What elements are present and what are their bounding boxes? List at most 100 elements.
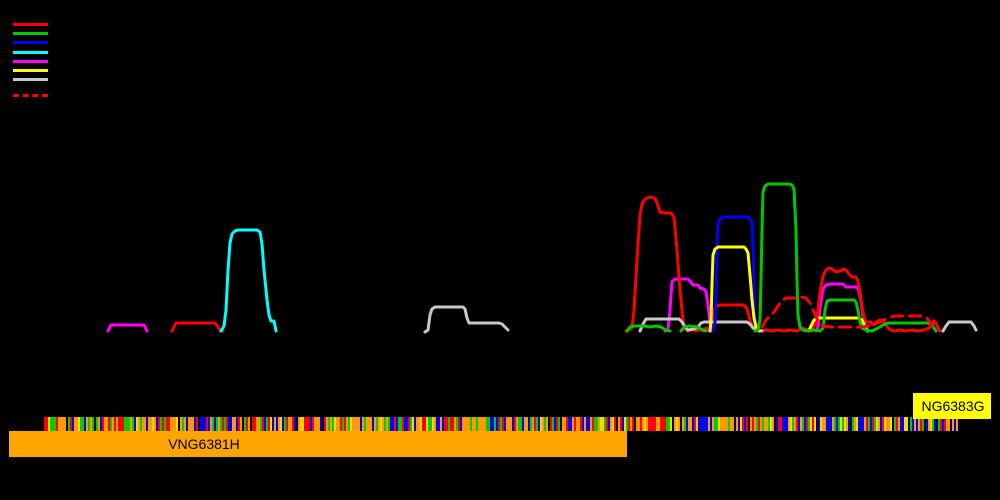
sequence-base-bar (542, 417, 544, 431)
sequence-base-bar (950, 417, 952, 431)
sequence-base-bar (830, 417, 832, 431)
legend-swatch-red (13, 23, 48, 27)
sequence-base-bar (128, 417, 130, 431)
sequence-base-bar (132, 417, 134, 431)
sequence-base-bar (880, 417, 882, 431)
sequence-base-bar (348, 417, 350, 431)
sequence-base-bar (488, 417, 490, 431)
sequence-base-bar (416, 417, 418, 431)
sequence-base-bar (190, 417, 192, 431)
legend-item-blue (13, 38, 73, 47)
sequence-base-bar (674, 417, 676, 431)
sequence-base-bar (194, 417, 196, 431)
sequence-base-bar (556, 417, 558, 431)
sequence-base-bar (298, 417, 300, 431)
trace-gray (423, 305, 510, 334)
sequence-base-bar (502, 417, 504, 431)
sequence-base-bar (916, 417, 918, 431)
sequence-base-bar (354, 417, 356, 431)
sequence-base-bar (304, 417, 306, 431)
sequence-base-bar (140, 417, 142, 431)
sequence-base-bar (476, 417, 478, 431)
sequence-base-bar (606, 417, 608, 431)
sequence-base-bar (122, 417, 124, 431)
sequence-base-bar (116, 417, 118, 431)
sequence-base-bar (372, 417, 374, 431)
sequence-base-bar (350, 417, 352, 431)
trace-red (624, 195, 942, 333)
sequence-base-bar (600, 417, 602, 431)
sequence-base-bar (810, 417, 812, 431)
sequence-base-bar (546, 417, 548, 431)
trace-red-dashed (760, 295, 934, 329)
sequence-base-bar (598, 417, 600, 431)
sequence-base-bar (912, 417, 914, 431)
sequence-base-bar (474, 417, 476, 431)
sequence-base-bar (256, 417, 258, 431)
sequence-base-bar (442, 417, 444, 431)
sequence-base-bar (340, 417, 342, 431)
sequence-base-bar (836, 417, 838, 431)
sequence-base-bar (778, 417, 780, 431)
sequence-base-bar (368, 417, 370, 431)
sequence-base-bar (84, 417, 86, 431)
sequence-base-bar (400, 417, 402, 431)
sequence-base-bar (934, 417, 936, 431)
sequence-base-bar (104, 417, 106, 431)
sequence-base-bar (232, 417, 234, 431)
sequence-base-bar (380, 417, 382, 431)
sequence-base-bar (82, 417, 84, 431)
sequence-base-bar (360, 417, 362, 431)
sequence-base-bar (742, 417, 744, 431)
sequence-base-bar (48, 417, 50, 431)
legend-item-green (13, 29, 73, 38)
gene-bar-ng6383g (913, 393, 991, 419)
trace-magenta (106, 323, 149, 333)
sequence-base-bar (220, 417, 222, 431)
sequence-base-bar (560, 417, 562, 431)
sequence-base-bar (388, 417, 390, 431)
sequence-base-bar (666, 417, 668, 431)
sequence-base-bar (420, 417, 422, 431)
sequence-base-bar (722, 417, 724, 431)
sequence-base-bar (52, 417, 54, 431)
legend-swatch-yellow (13, 69, 48, 73)
sequence-base-bar (828, 417, 830, 431)
sequence-base-bar (394, 417, 396, 431)
sequence-base-bar (792, 417, 794, 431)
sequence-base-bar (840, 417, 842, 431)
sequence-base-bar (832, 417, 834, 431)
sequence-base-bar (270, 417, 272, 431)
sequence-base-bar (504, 417, 506, 431)
sequence-base-bar (326, 417, 328, 431)
sequence-base-bar (248, 417, 250, 431)
sequence-base-bar (472, 417, 474, 431)
sequence-base-bar (274, 417, 276, 431)
sequence-base-bar (364, 417, 366, 431)
sequence-base-bar (672, 417, 674, 431)
sequence-base-bar (258, 417, 260, 431)
sequence-base-bar (534, 417, 536, 431)
sequence-base-bar (952, 417, 954, 431)
sequence-base-bar (530, 417, 532, 431)
sequence-base-bar (570, 417, 572, 431)
sequence-base-bar (594, 417, 596, 431)
sequence-base-bar (714, 417, 716, 431)
sequence-base-bar (918, 417, 920, 431)
sequence-base-bar (684, 417, 686, 431)
sequence-base-bar (730, 417, 732, 431)
sequence-base-bar (716, 417, 718, 431)
sequence-base-bar (186, 417, 188, 431)
sequence-base-bar (936, 417, 938, 431)
sequence-base-bar (528, 417, 530, 431)
sequence-base-bar (124, 417, 126, 431)
sequence-base-bar (156, 417, 158, 431)
sequence-base-bar (112, 417, 114, 431)
sequence-base-bar (922, 417, 924, 431)
sequence-base-bar (584, 417, 586, 431)
sequence-base-bar (732, 417, 734, 431)
sequence-base-bar (208, 417, 210, 431)
sequence-base-bar (446, 417, 448, 431)
sequence-base-bar (454, 417, 456, 431)
sequence-base-bar (572, 417, 574, 431)
